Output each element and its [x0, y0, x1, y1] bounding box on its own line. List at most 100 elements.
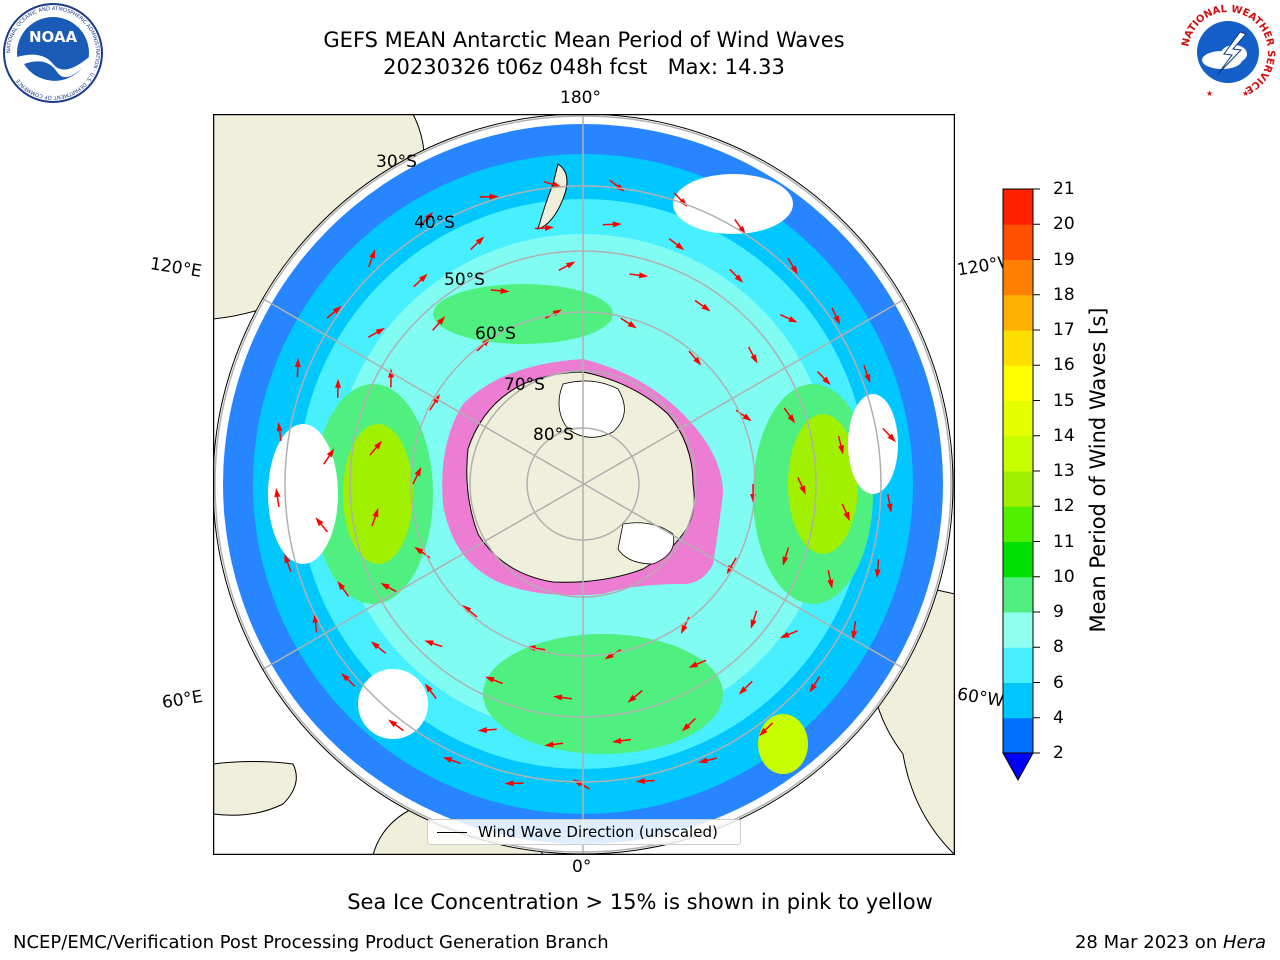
colorbar-segment	[1003, 400, 1033, 437]
lat-label-40s: 40°S	[414, 213, 455, 233]
lat-label-70s: 70°S	[504, 375, 545, 395]
lat-label-30s: 30°S	[376, 152, 417, 172]
wind-arrow-head	[372, 507, 379, 518]
high-period-region-1-core	[343, 424, 413, 564]
wind-arrow-head	[442, 757, 453, 763]
colorbar-segment	[1003, 189, 1033, 225]
wind-arrow-head	[799, 485, 806, 495]
colorbar-tick-label: 8	[1053, 637, 1064, 658]
wind-arrow-head	[424, 683, 433, 693]
wind-arrow-head	[833, 315, 841, 325]
svg-text:★: ★	[1206, 89, 1213, 98]
wind-arrow-head	[424, 640, 434, 647]
colorbar-tick-label: 10	[1053, 566, 1075, 587]
wind-arrow-head	[864, 373, 871, 384]
wind-arrow-head	[337, 581, 346, 591]
wind-arrow-head	[790, 265, 798, 275]
colorbar-segment	[1003, 435, 1033, 472]
high-period-region-4	[433, 284, 613, 344]
wind-arrow-head	[693, 356, 702, 366]
wind-arrow-head	[477, 727, 488, 734]
colorbar-label: Mean Period of Wind Waves [s]	[1086, 307, 1110, 633]
wind-arrow-head	[369, 249, 376, 259]
colorbar-tick-label: 6	[1053, 672, 1064, 693]
svg-text:★: ★	[1242, 89, 1249, 98]
colorbar-tick-label: 14	[1053, 425, 1075, 446]
colorbar-tick-label: 19	[1053, 249, 1075, 270]
wind-arrow-head	[374, 440, 383, 450]
colorbar-segment	[1003, 471, 1033, 507]
wind-arrow-head	[484, 676, 495, 683]
lon-label-180: 180°	[560, 88, 601, 108]
chart-title: GEFS MEAN Antarctic Mean Period of Wind …	[323, 28, 845, 52]
wind-arrow-head	[612, 737, 622, 744]
colorbar-segment	[1003, 506, 1033, 542]
colorbar-tick-label: 17	[1053, 320, 1075, 340]
colorbar-segment	[1003, 576, 1033, 613]
noaa-logo-text: NOAA	[29, 28, 78, 46]
colorbar-tick-label: 4	[1053, 707, 1064, 728]
wind-arrow-head	[424, 211, 434, 221]
wind-arrow-head	[874, 569, 881, 579]
colorbar-segment	[1003, 259, 1033, 296]
legend-label: Wind Wave Direction (unscaled)	[478, 823, 718, 841]
wind-direction-arrows	[274, 179, 896, 790]
sea-ice-footnote: Sea Ice Concentration > 15% is shown in …	[347, 890, 933, 914]
wind-arrow-head	[635, 778, 645, 785]
high-period-region-5	[758, 714, 808, 774]
wind-arrow-head	[544, 224, 555, 231]
wind-arrow-head	[675, 242, 685, 251]
lat-label-60s: 60°S	[475, 324, 516, 344]
credit-organization: NCEP/EMC/Verification Post Processing Pr…	[13, 932, 609, 953]
high-period-region-2-core	[788, 414, 858, 554]
wind-arrow-head	[414, 466, 422, 477]
wind-arrow-head	[276, 422, 283, 432]
wind-arrow-head	[475, 236, 485, 245]
wind-arrow-head	[838, 445, 844, 455]
credit-date: 28 Mar 2023 on	[1074, 932, 1223, 953]
colorbar-tick-label: 21	[1053, 179, 1075, 199]
wind-arrow-head	[437, 316, 446, 325]
wind-arrow-head	[544, 741, 554, 748]
wind-arrow-head	[681, 723, 691, 732]
wind-arrow-head	[701, 303, 711, 312]
colorbar-tick-label: 18	[1053, 284, 1075, 305]
wind-arrow-head	[787, 414, 796, 424]
colorbar-segment	[1003, 541, 1033, 578]
wind-arrow-head	[375, 327, 385, 335]
wind-arrow-head	[284, 553, 291, 564]
colorbar-segment	[1003, 294, 1033, 331]
lon-label-60e: 60°E	[160, 686, 205, 714]
colorbar-tick-label: 13	[1053, 461, 1075, 481]
wind-arrow-head	[779, 631, 790, 638]
wind-arrow-head	[315, 517, 324, 527]
colorbar-tick-label: 2	[1053, 743, 1064, 763]
wind-arrow-head	[274, 488, 281, 498]
legend-box: Wind Wave Direction (unscaled)	[427, 819, 741, 845]
wind-arrow-head	[388, 719, 398, 728]
lon-label-0: 0°	[572, 857, 592, 877]
wind-arrow-head	[750, 354, 758, 364]
wind-arrow-head	[370, 641, 380, 650]
wind-arrow-head	[638, 272, 649, 279]
wind-arrow-head	[887, 433, 896, 443]
ross-ice-shelf	[558, 380, 625, 438]
land-africa-tip	[213, 761, 297, 816]
lon-label-60w: 60°W	[955, 684, 1006, 712]
wind-arrow-head	[552, 694, 563, 701]
colorbar-tick-label: 9	[1053, 602, 1064, 622]
colorbar-under-triangle	[1002, 752, 1034, 782]
wind-arrow-head	[680, 624, 688, 635]
polar-map	[213, 114, 955, 855]
wind-arrow-head	[851, 630, 858, 641]
colorbar-tick-label: 12	[1053, 496, 1075, 517]
wind-arrow-head	[782, 556, 789, 566]
colorbar	[1002, 188, 1040, 782]
land-new-zealand	[537, 163, 568, 230]
colorbar-tick-label: 11	[1053, 531, 1075, 552]
colorbar-segment	[1003, 647, 1033, 683]
colorbar-segment	[1003, 330, 1033, 366]
map-frame-border	[213, 114, 955, 855]
wind-arrow-head	[552, 181, 562, 188]
wind-arrow-head	[380, 582, 390, 590]
